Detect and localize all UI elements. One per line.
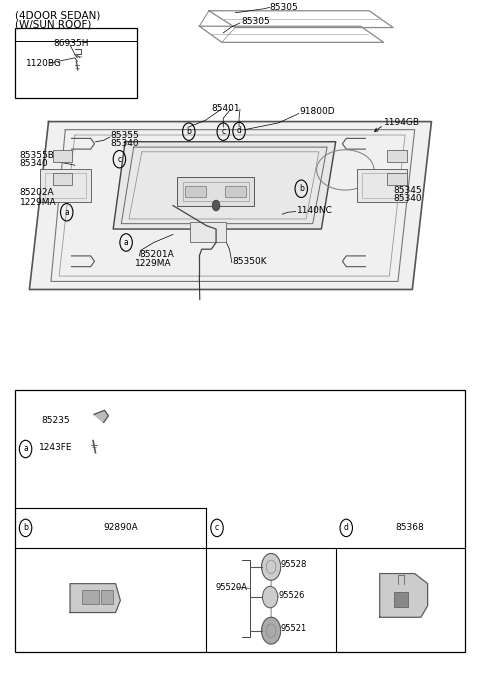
- Text: 1243FE: 1243FE: [39, 443, 72, 452]
- Text: 85305: 85305: [270, 3, 299, 12]
- Circle shape: [212, 200, 220, 211]
- Text: 95528: 95528: [281, 561, 307, 569]
- Text: 1140NC: 1140NC: [297, 206, 332, 215]
- Text: b: b: [23, 524, 28, 532]
- Text: 86935H: 86935H: [53, 39, 89, 48]
- Text: d: d: [344, 524, 348, 532]
- Text: 85340: 85340: [20, 160, 48, 168]
- Text: a: a: [64, 208, 69, 217]
- Bar: [15, 28, 137, 98]
- Bar: [387, 174, 407, 185]
- Text: 92890A: 92890A: [103, 524, 138, 532]
- Text: 85355: 85355: [111, 131, 140, 139]
- Polygon shape: [113, 142, 336, 229]
- Text: b: b: [186, 127, 191, 136]
- Bar: [82, 590, 99, 604]
- Text: 85401: 85401: [211, 104, 240, 112]
- Text: 91800D: 91800D: [300, 107, 336, 116]
- Bar: [101, 590, 113, 604]
- Text: b: b: [299, 184, 304, 193]
- Bar: [53, 174, 72, 185]
- Polygon shape: [380, 573, 428, 617]
- Text: 85340: 85340: [393, 194, 422, 203]
- Bar: [394, 592, 408, 607]
- Text: 85368: 85368: [396, 524, 424, 532]
- Bar: [357, 169, 407, 202]
- Circle shape: [262, 617, 281, 644]
- Text: 95526: 95526: [278, 591, 305, 600]
- Bar: [15, 390, 465, 652]
- Bar: [53, 150, 72, 162]
- Text: 85345: 85345: [393, 186, 422, 194]
- Text: c: c: [215, 524, 219, 532]
- Bar: [45, 173, 86, 198]
- Text: a: a: [23, 444, 28, 454]
- Text: c: c: [221, 127, 225, 136]
- Bar: [182, 182, 249, 201]
- Polygon shape: [29, 122, 432, 289]
- Text: d: d: [237, 127, 241, 135]
- Bar: [185, 186, 206, 197]
- Text: 95520A: 95520A: [215, 583, 247, 592]
- Text: a: a: [124, 238, 129, 247]
- Text: 85305: 85305: [241, 17, 270, 26]
- Text: 85340: 85340: [111, 139, 139, 148]
- Bar: [225, 186, 246, 197]
- Text: 85201A: 85201A: [140, 250, 174, 259]
- Text: 1229MA: 1229MA: [20, 198, 57, 207]
- Text: 85235: 85235: [41, 416, 70, 425]
- Text: c: c: [117, 155, 121, 164]
- Bar: [387, 150, 407, 162]
- Bar: [40, 169, 91, 202]
- Bar: [361, 173, 402, 198]
- Circle shape: [263, 586, 278, 608]
- Text: 1194GB: 1194GB: [384, 118, 420, 127]
- Circle shape: [262, 553, 281, 580]
- Text: 1229MA: 1229MA: [135, 259, 171, 268]
- Bar: [177, 176, 254, 205]
- Text: 95521: 95521: [281, 624, 307, 633]
- Text: 1120BG: 1120BG: [25, 59, 61, 68]
- Bar: [190, 222, 226, 242]
- Polygon shape: [94, 411, 108, 423]
- Text: 85350K: 85350K: [233, 257, 267, 266]
- Text: 85202A: 85202A: [20, 188, 54, 197]
- Polygon shape: [70, 583, 120, 612]
- Text: 85355B: 85355B: [20, 151, 55, 160]
- Text: (4DOOR SEDAN): (4DOOR SEDAN): [15, 11, 100, 21]
- Text: (W/SUN ROOF): (W/SUN ROOF): [15, 20, 91, 30]
